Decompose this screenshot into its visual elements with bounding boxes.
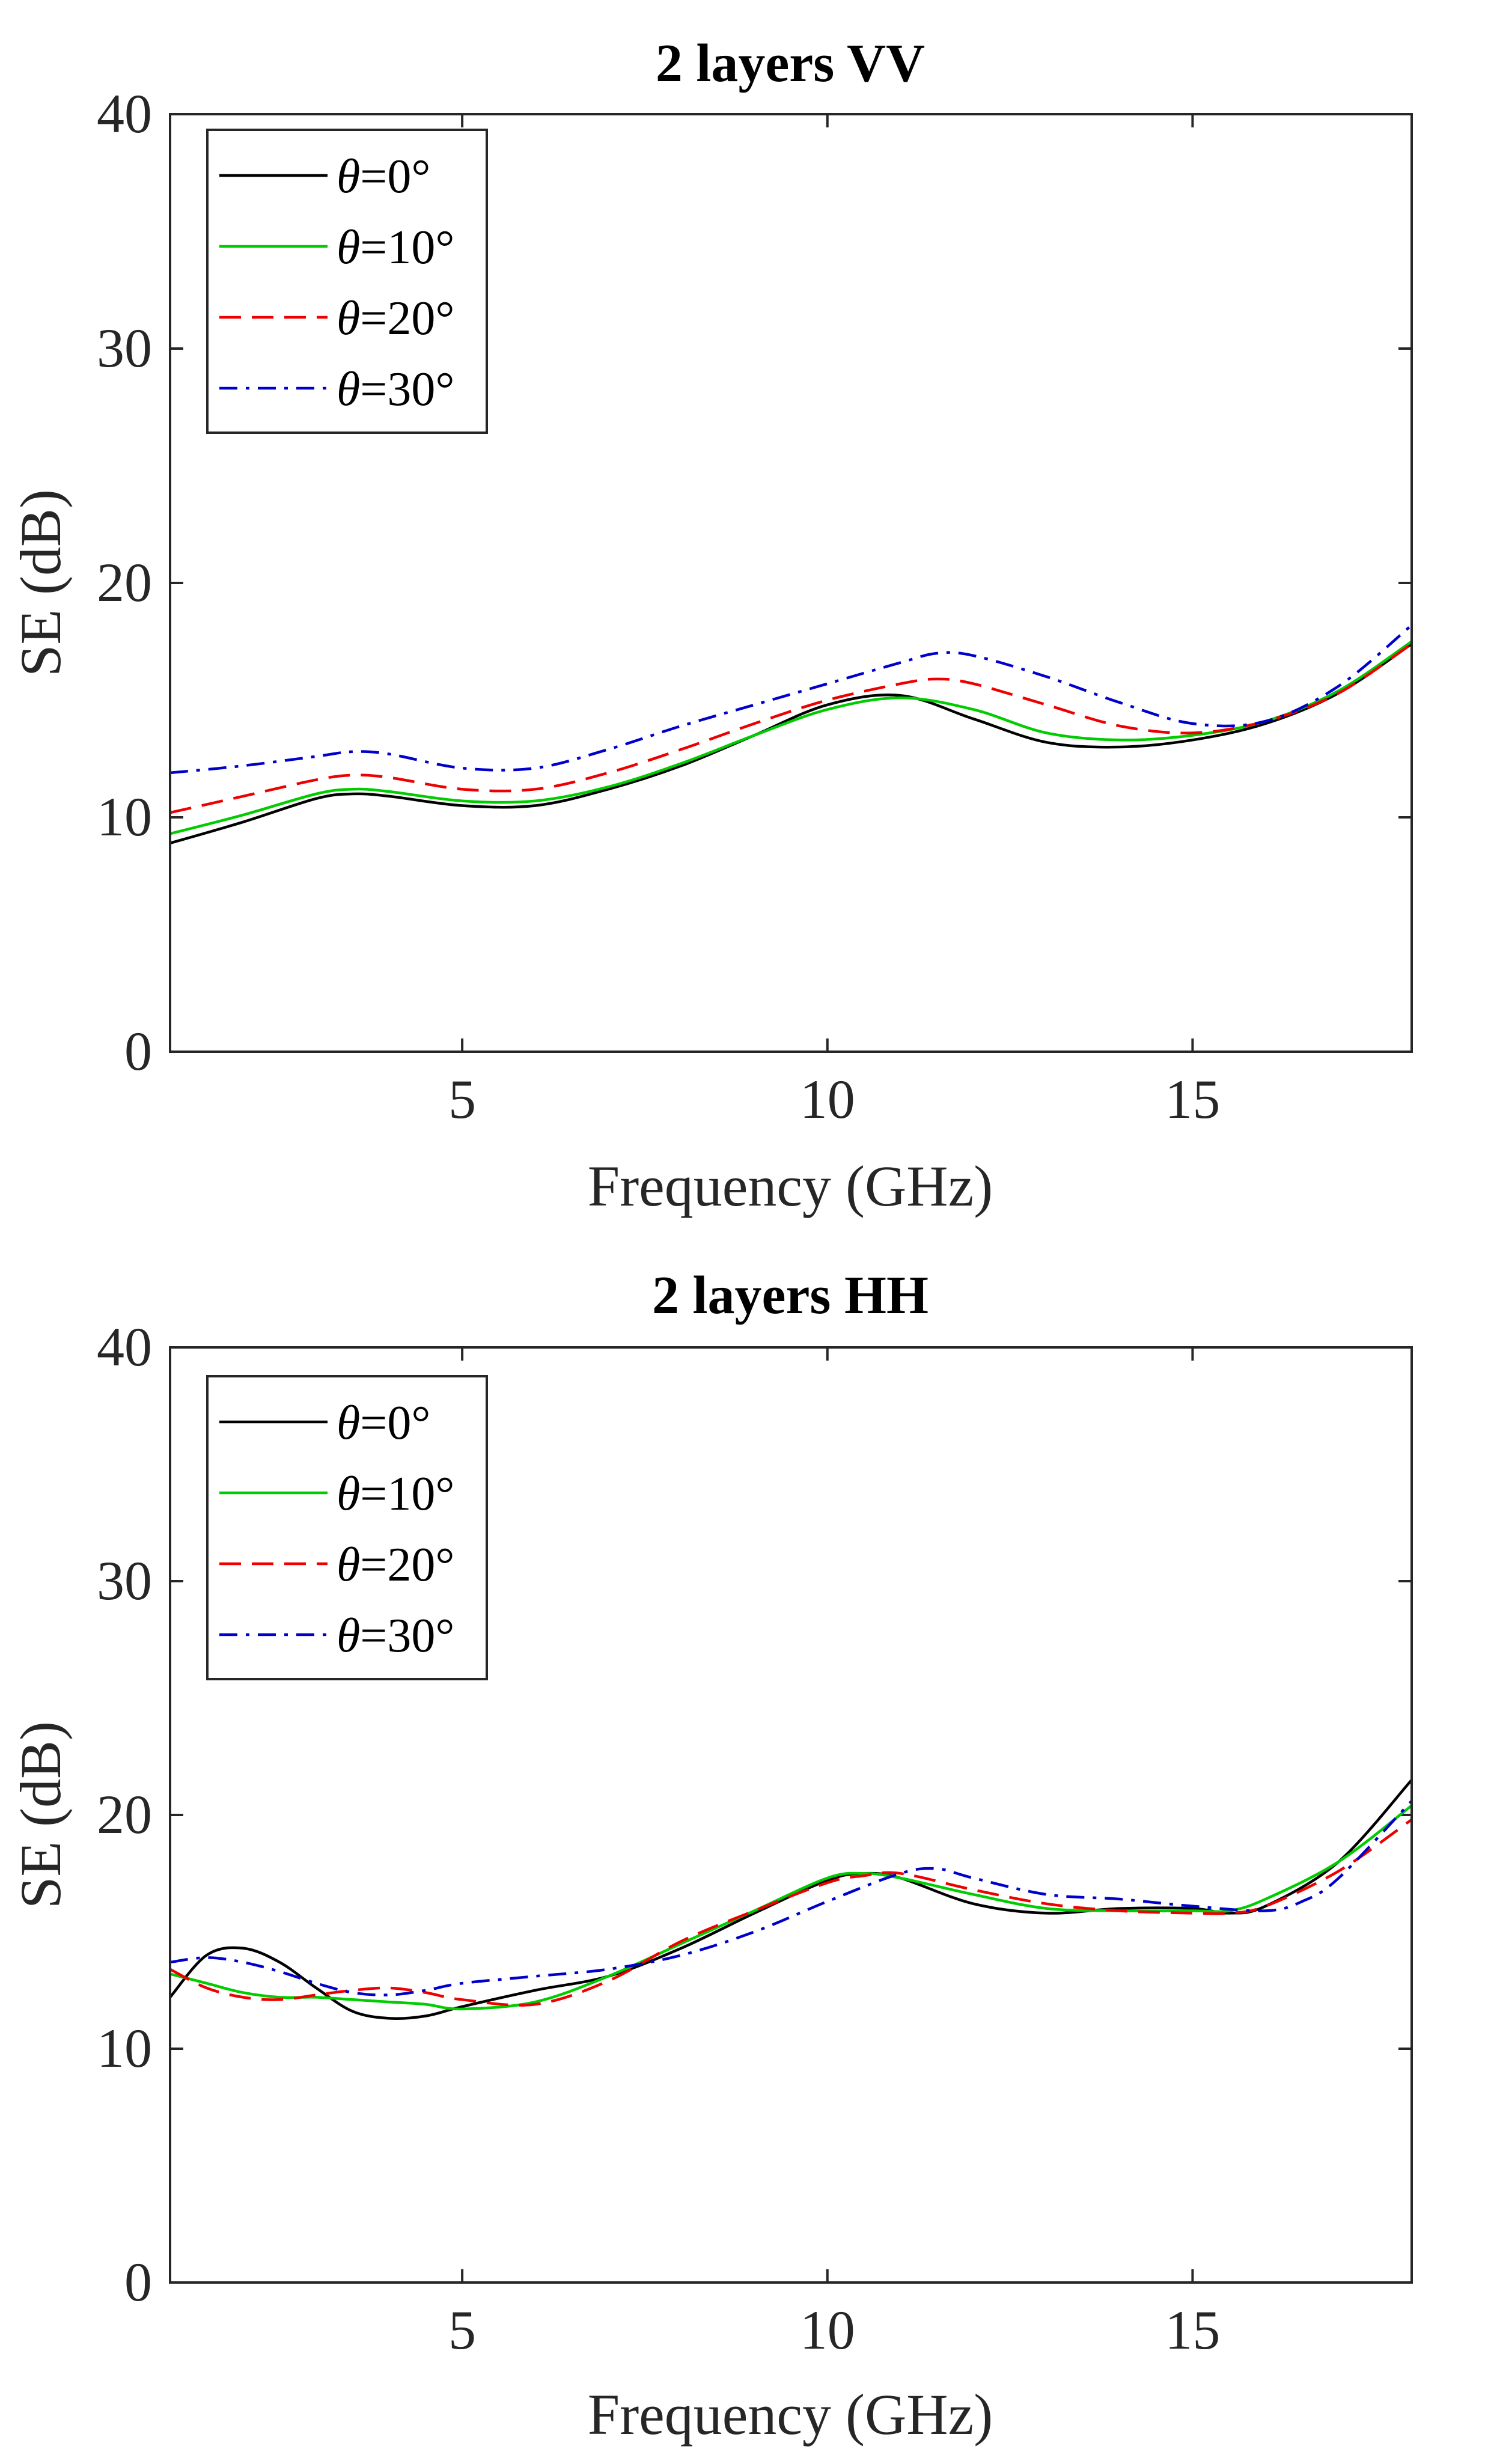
legend: θ=0° θ=10° θ=20° θ=30°	[206, 1375, 488, 1680]
y-tick-label: 40	[97, 83, 152, 144]
series-line	[170, 1800, 1412, 1996]
x-tick-label: 15	[1165, 2299, 1220, 2361]
chart-title: 2 layers HH	[652, 1266, 929, 1325]
tick-layer: 5 10 15 0 10 20 30 40	[97, 1316, 1412, 2361]
series-layer	[170, 624, 1412, 845]
legend-box	[206, 129, 488, 434]
chart-panel-vv: 2 layers VV 5 10 15 0 10 20 30 40 Frequency (GH…	[8, 34, 1413, 1218]
legend-label: θ=20°	[337, 292, 454, 345]
y-axis-label: SE (dB)	[8, 1721, 73, 1909]
y-tick-label: 0	[124, 2251, 152, 2313]
series-line	[170, 1818, 1412, 2007]
axes-box	[169, 1346, 1413, 2284]
x-tick-label: 10	[800, 2299, 855, 2361]
legend: θ=0° θ=10° θ=20° θ=30°	[206, 129, 488, 434]
x-axis-label: Frequency (GHz)	[588, 2382, 993, 2447]
chart-panel-hh: 2 layers HH 5 10 15 0 10 20 30 40 Frequency (GH…	[8, 1266, 1413, 2447]
x-tick-label: 5	[448, 1069, 476, 1130]
x-tick-label: 10	[800, 1069, 855, 1130]
series-layer	[170, 1779, 1412, 2020]
legend-label: θ=0°	[337, 1397, 430, 1450]
legend-label: θ=30°	[337, 363, 454, 416]
y-tick-label: 40	[97, 1316, 152, 1377]
y-tick-label: 20	[97, 1784, 152, 1845]
y-tick-label: 10	[97, 786, 152, 847]
legend-box	[206, 1375, 488, 1680]
y-tick-label: 30	[97, 317, 152, 379]
series-line	[170, 624, 1412, 775]
x-tick-label: 15	[1165, 1069, 1220, 1130]
series-line	[170, 640, 1412, 835]
x-tick-label: 5	[448, 2299, 476, 2361]
legend-label: θ=0°	[337, 150, 430, 203]
y-tick-label: 30	[97, 1550, 152, 1611]
axes-box	[169, 113, 1413, 1053]
legend-label: θ=30°	[337, 1609, 454, 1662]
series-line	[170, 642, 1412, 814]
chart-title: 2 layers VV	[656, 34, 925, 93]
legend-label: θ=10°	[337, 221, 454, 274]
y-axis-label: SE (dB)	[8, 489, 73, 677]
y-tick-label: 20	[97, 552, 152, 613]
x-axis-label: Frequency (GHz)	[588, 1154, 993, 1218]
y-tick-label: 0	[124, 1020, 152, 1082]
legend-label: θ=10°	[337, 1468, 454, 1520]
y-tick-label: 10	[97, 2017, 152, 2079]
legend-label: θ=20°	[337, 1538, 454, 1591]
